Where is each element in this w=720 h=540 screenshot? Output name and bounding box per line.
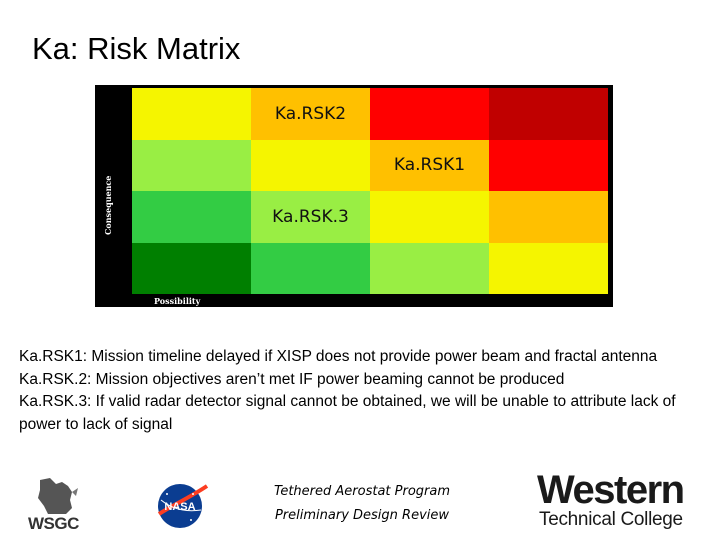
nasa-meatball-icon: NASA <box>157 484 209 528</box>
consequence-axis-label: Consequence <box>103 175 113 235</box>
program-name: Tethered Aerostat Program <box>273 484 450 499</box>
slide-title: Ka: Risk Matrix <box>32 31 241 66</box>
risk-cell-label: Ka.RSK1 <box>393 155 466 176</box>
risk-cell <box>370 88 489 140</box>
risk-cell <box>370 242 489 294</box>
wsgc-logo-text: WSGC <box>28 514 79 533</box>
risk-cell-label: Ka.RSK.3 <box>272 206 349 227</box>
risk-descriptions: Ka.RSK1: Mission timeline delayed if XIS… <box>19 346 709 436</box>
risk-cell <box>489 191 608 243</box>
risk-cell <box>251 242 370 294</box>
risk-cell <box>489 88 608 140</box>
western-logo-line1: Western <box>537 468 685 512</box>
risk-cell <box>132 242 251 294</box>
risk-description: Ka.RSK.2: Mission objectives aren’t met … <box>19 370 565 388</box>
nasa-logo: NASA <box>153 480 211 532</box>
risk-matrix-grid: Ka.RSK2 Ka.RSK1 Ka.RSK.3 <box>132 88 608 294</box>
nasa-logo-text: NASA <box>164 501 195 513</box>
risk-cell-label: Ka.RSK2 <box>274 103 347 124</box>
risk-cell: Ka.RSK.3 <box>251 191 370 243</box>
possibility-axis-label: Possibility <box>154 296 201 306</box>
western-logo-line2: Technical College <box>539 509 683 530</box>
risk-description: Ka.RSK.3: If valid radar detector signal… <box>19 393 676 433</box>
review-name: Preliminary Design Review <box>274 508 450 523</box>
risk-matrix: Ka.RSK2 Ka.RSK1 Ka.RSK.3 Consequence Possi… <box>95 85 613 307</box>
risk-cell <box>251 139 370 191</box>
risk-cell <box>370 191 489 243</box>
risk-description: Ka.RSK1: Mission timeline delayed if XIS… <box>19 348 658 365</box>
risk-cell: Ka.RSK2 <box>251 88 370 140</box>
risk-cell: Ka.RSK1 <box>370 139 489 191</box>
risk-cell <box>489 242 608 294</box>
risk-cell <box>132 139 251 191</box>
western-technical-college-logo: Western Technical College <box>537 470 697 532</box>
risk-cell <box>489 139 608 191</box>
footer-caption: Tethered Aerostat Program Preliminary De… <box>262 480 462 528</box>
wsgc-logo: WSGC <box>26 476 94 536</box>
wisconsin-map-icon <box>38 478 78 514</box>
risk-cell <box>132 191 251 243</box>
risk-cell <box>132 88 251 140</box>
